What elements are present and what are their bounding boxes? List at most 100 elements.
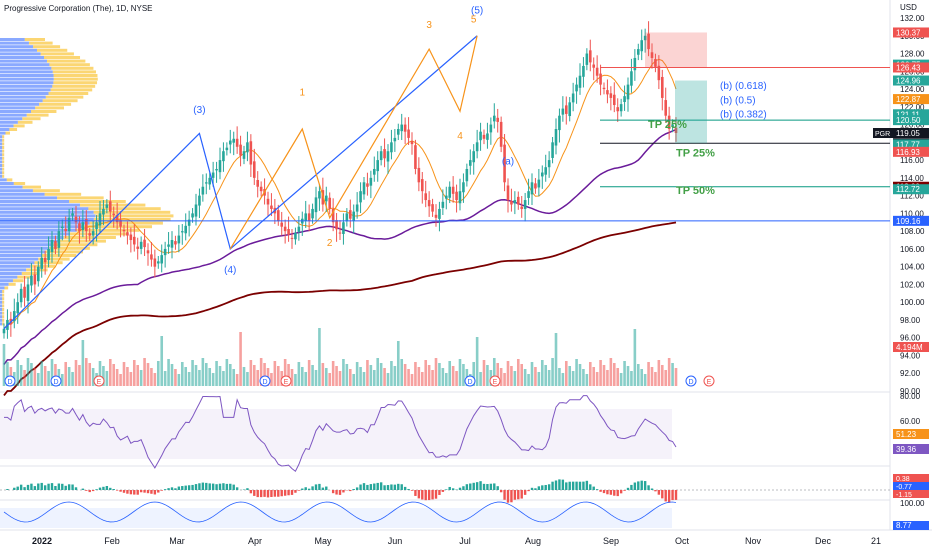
volume-profile-bar [0,142,3,146]
volume-profile-bar [2,146,5,149]
macd-histogram-bar [349,490,352,492]
volume-bar [486,365,489,386]
candle-body [407,129,410,138]
macd-histogram-bar [403,486,407,490]
candle-body [153,258,157,267]
volume-bar [16,360,20,386]
time-tick-label: 21 [871,536,881,546]
macd-histogram-bar [623,490,626,491]
candle-body [359,191,362,203]
macd-histogram-bar [222,483,225,490]
candle-body [222,151,225,162]
volume-bar [427,365,431,386]
candle [472,144,476,175]
macd-histogram-bar [85,490,88,491]
volume-profile-bar [69,200,126,203]
candle-body [410,141,414,145]
macd-histogram-bar [578,481,582,490]
macd-histogram-bar [163,489,167,490]
volume-bar [496,363,500,386]
macd-histogram-bar [81,488,85,490]
volume-bar [263,363,266,386]
candle-body [626,84,630,100]
macd-histogram-bar [105,486,109,490]
volume-profile-bar [0,164,3,167]
candle-body [232,138,236,143]
volume-bar [575,359,578,386]
candle [67,208,71,242]
volume-profile-bar [49,246,90,250]
candle-body [311,208,314,219]
price-tick-label: 124.00 [900,85,925,94]
macd-histogram-bar [253,490,256,496]
candle [57,220,61,257]
macd-histogram-bar [311,486,314,490]
candle [489,117,493,145]
candle-body [276,210,280,221]
wave-label: 2 [327,238,333,249]
candle [506,178,510,213]
volume-profile-bar [0,250,46,254]
volume-profile-bar [40,52,74,56]
candle-body [554,129,558,146]
macd-histogram-bar [664,490,667,502]
macd-histogram-bar [129,490,133,495]
candle [191,208,194,223]
stoch-tick: 100.00 [900,499,925,508]
price-axis-tag-label: 130.37 [896,28,921,37]
event-marker-label: E [493,379,498,386]
volume-bar [355,362,359,386]
volume-bar [304,372,308,386]
volume-bar [499,368,503,386]
volume-bar [170,364,174,386]
volume-profile-bar [52,84,96,88]
volume-bar [657,360,661,386]
volume-profile-bar [0,156,3,160]
event-marker [4,375,16,387]
candle [544,154,548,182]
candle [403,117,407,145]
macd-histogram-bar [472,482,475,490]
candle [47,236,50,268]
macd-histogram-bar [585,480,589,490]
volume-profile-bar [0,246,50,250]
candle [564,96,568,125]
volume-bar [606,370,609,386]
volume-bar [174,369,177,386]
volume-bar [102,366,105,386]
macd-histogram-bar [6,489,9,490]
macd-histogram-bar [427,490,431,501]
candle-body [441,201,445,208]
candle [523,192,527,222]
candle [304,200,308,228]
macd-histogram-bar [235,487,239,490]
candle [105,199,109,214]
macd-histogram-bar [167,488,170,490]
candle-body [606,90,609,95]
candle [623,85,626,111]
volume-profile-bar [42,99,78,103]
volume-bar [554,333,558,386]
volume-profile-bar [38,257,70,261]
volume-profile-bar [58,239,106,243]
volume-profile-bar [0,174,3,178]
volume-profile-bar [0,70,53,74]
candle-body [434,214,438,218]
volume-bar [156,361,160,386]
volume-profile-bar [0,160,3,164]
candle-body [510,201,513,205]
candle [126,221,129,245]
macd-histogram-bar [325,486,328,490]
wave-label: (3) [193,105,205,116]
volume-bar [523,369,527,386]
volume-bar [232,369,236,386]
volume-tag-label: 4.194M [896,343,923,352]
candle-body [16,302,20,314]
candle-body [102,208,105,215]
volume-bar [324,368,328,386]
price-axis-tag-label: 112.72 [896,185,920,194]
macd-histogram-bar [13,487,16,490]
candle-body [393,137,397,142]
volume-profile-bar [32,189,60,193]
